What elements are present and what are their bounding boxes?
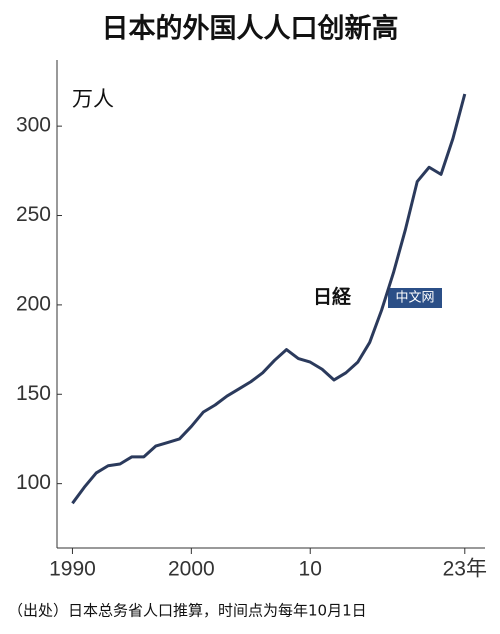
y-tick-label: 250 bbox=[16, 203, 51, 226]
y-tick-label: 200 bbox=[16, 292, 51, 315]
y-tick-label: 300 bbox=[16, 114, 51, 137]
x-tick-label: 1990 bbox=[49, 558, 96, 581]
source-note: （出处）日本总务省人口推算，时间点为每年10月1日 bbox=[8, 602, 367, 620]
x-tick-label: 10 bbox=[299, 558, 322, 581]
data-line bbox=[71, 93, 467, 505]
x-tick-label: 2000 bbox=[168, 558, 215, 581]
y-tick-label: 150 bbox=[16, 382, 51, 405]
x-tick-label: 23年 bbox=[443, 558, 487, 581]
chart-title: 日本的外国人人口创新高 bbox=[102, 13, 399, 45]
y-tick-label: 100 bbox=[16, 471, 51, 494]
y-unit: 万人 bbox=[72, 87, 114, 111]
watermark-box bbox=[388, 288, 442, 308]
watermark-mark: 日経 bbox=[313, 285, 352, 308]
watermark-text: 中文网 bbox=[395, 291, 434, 306]
watermark: 日経 中文网 bbox=[313, 285, 442, 308]
